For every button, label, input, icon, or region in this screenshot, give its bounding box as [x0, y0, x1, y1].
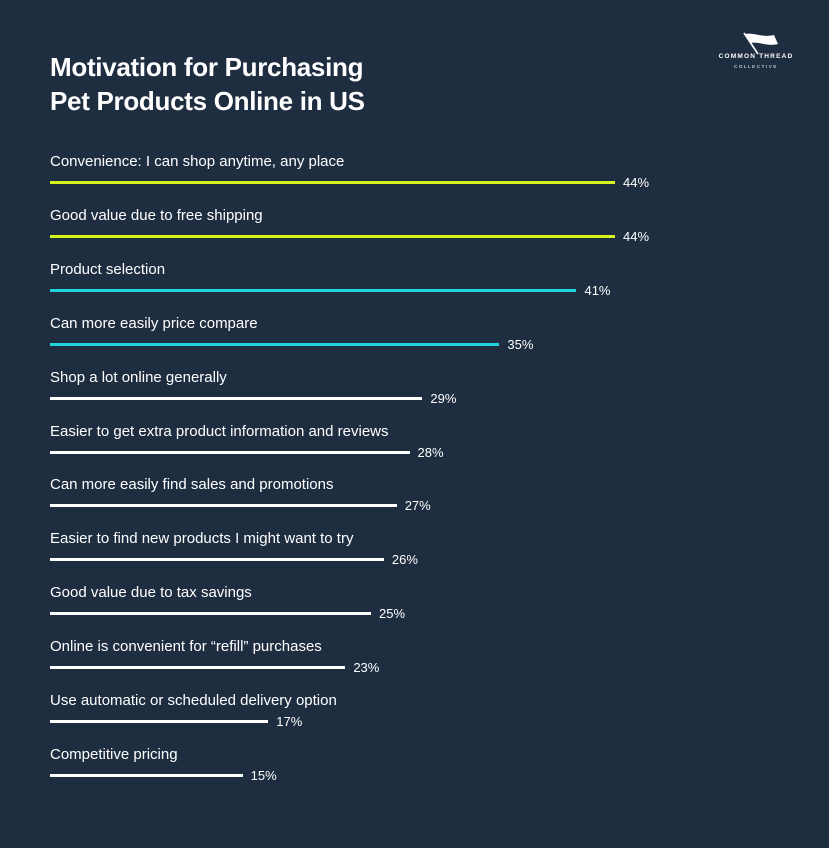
value-label: 15%: [250, 767, 277, 783]
title-line-1: Motivation for Purchasing: [50, 52, 364, 82]
value-label: 28%: [417, 444, 444, 460]
category-label: Competitive pricing: [50, 745, 178, 763]
value-label: 44%: [623, 228, 650, 244]
bar-row: Convenience: I can shop anytime, any pla…: [50, 153, 790, 207]
bar: [50, 234, 615, 238]
bar: [50, 288, 577, 292]
category-label: Convenience: I can shop anytime, any pla…: [50, 153, 345, 170]
page-title: Motivation for Purchasing Pet Products O…: [50, 50, 365, 118]
value-label: 44%: [623, 175, 650, 190]
value-label: 23%: [353, 660, 380, 676]
bar: [50, 450, 410, 454]
bar: [50, 558, 384, 562]
bar-row: Good value due to tax savings 25%: [50, 584, 790, 638]
bar-row: Product selection 41%: [50, 261, 790, 315]
category-label: Product selection: [50, 260, 166, 278]
category-label: Use automatic or scheduled delivery opti…: [50, 692, 337, 709]
category-label: Online is convenient for “refill” purcha…: [50, 638, 322, 656]
flag-icon: [743, 32, 778, 55]
category-label: Good value due to free shipping: [50, 206, 263, 224]
bar-row: Good value due to free shipping 44%: [50, 207, 790, 261]
bar-row: Easier to find new products I might want…: [50, 530, 790, 584]
bar: [50, 504, 397, 508]
bar: [50, 666, 346, 670]
value-label: 29%: [430, 390, 457, 406]
brand-name: COMMON THREAD: [718, 53, 794, 60]
category-label: Easier to find new products I might want…: [50, 530, 354, 548]
category-label: Can more easily price compare: [50, 314, 258, 332]
bar-row: Online is convenient for “refill” purcha…: [50, 638, 790, 692]
value-label: 25%: [379, 606, 406, 622]
bar-row: Shop a lot online generally 29%: [50, 369, 790, 423]
brand-subtitle: COLLECTIVE: [733, 64, 778, 69]
value-label: 35%: [507, 336, 534, 352]
category-label: Good value due to tax savings: [50, 584, 252, 602]
category-label: Easier to get extra product information …: [50, 422, 389, 440]
category-label: Can more easily find sales and promotion…: [50, 476, 334, 494]
title-line-2: Pet Products Online in US: [50, 86, 365, 116]
category-label: Shop a lot online generally: [50, 368, 227, 386]
bar-row: Can more easily price compare 35%: [50, 315, 790, 369]
bar: [50, 612, 372, 616]
value-label: 17%: [276, 714, 303, 729]
bar: [50, 720, 269, 723]
bar-row: Competitive pricing 15%: [50, 746, 790, 800]
bar: [50, 181, 615, 184]
bar: [50, 773, 243, 777]
bar: [50, 342, 500, 346]
bar-row: Can more easily find sales and promotion…: [50, 476, 790, 530]
value-label: 41%: [584, 282, 611, 298]
bar-row: Use automatic or scheduled delivery opti…: [50, 692, 790, 746]
brand-logo: COMMON THREAD COLLECTIVE: [706, 30, 806, 74]
bar-row: Easier to get extra product information …: [50, 423, 790, 477]
bar: [50, 396, 423, 400]
value-label: 27%: [404, 498, 431, 514]
value-label: 26%: [391, 552, 418, 568]
